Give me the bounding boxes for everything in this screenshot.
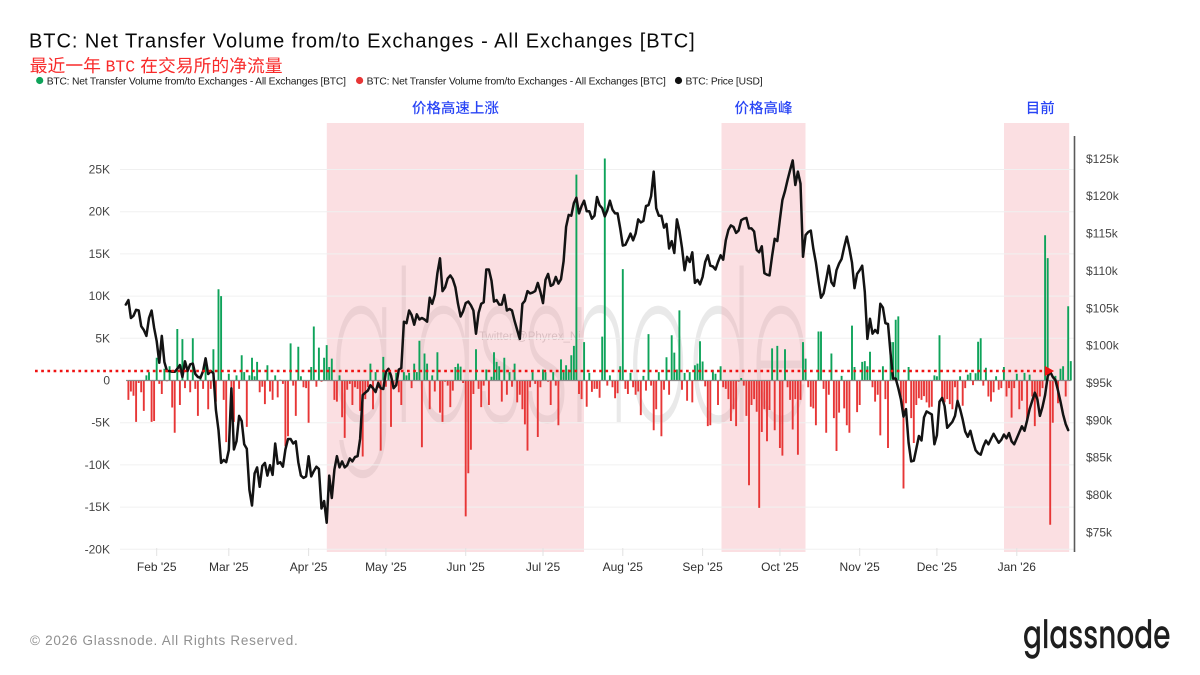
svg-text:$95k: $95k (1086, 376, 1113, 390)
svg-text:BTC: Net Transfer Volume from/: BTC: Net Transfer Volume from/to Exchang… (29, 31, 696, 53)
svg-text:May '25: May '25 (365, 560, 407, 574)
svg-text:Jun '25: Jun '25 (447, 560, 486, 574)
svg-text:-20K: -20K (85, 542, 110, 556)
svg-text:Mar '25: Mar '25 (209, 560, 249, 574)
svg-text:Dec '25: Dec '25 (917, 560, 958, 574)
svg-text:20K: 20K (89, 205, 110, 219)
svg-text:25K: 25K (89, 163, 110, 177)
svg-text:$125k: $125k (1086, 152, 1120, 166)
svg-text:-5K: -5K (91, 416, 110, 430)
svg-text:$110k: $110k (1086, 264, 1119, 278)
svg-text:$80k: $80k (1086, 488, 1113, 502)
svg-text:$100k: $100k (1086, 339, 1120, 353)
svg-text:$75k: $75k (1086, 525, 1113, 539)
svg-text:$120k: $120k (1086, 189, 1120, 203)
svg-text:-15K: -15K (85, 500, 110, 514)
svg-text:0: 0 (103, 374, 110, 388)
svg-text:BTC: Net Transfer Volume from/: BTC: Net Transfer Volume from/to Exchang… (367, 76, 666, 87)
svg-text:Twitter @Phyrex_Ni: Twitter @Phyrex_Ni (479, 331, 581, 343)
svg-text:Aug '25: Aug '25 (603, 560, 644, 574)
svg-text:Jul '25: Jul '25 (526, 560, 561, 574)
svg-text:BTC: BTC (106, 58, 136, 77)
svg-text:$105k: $105k (1086, 301, 1120, 315)
svg-text:$85k: $85k (1086, 451, 1113, 465)
svg-text:10K: 10K (89, 289, 110, 303)
svg-text:Jan '26: Jan '26 (998, 560, 1037, 574)
svg-text:Feb '25: Feb '25 (137, 560, 177, 574)
svg-text:Nov '25: Nov '25 (840, 560, 881, 574)
svg-text:-10K: -10K (85, 458, 110, 472)
svg-text:$115k: $115k (1086, 227, 1119, 241)
svg-text:BTC: Net Transfer Volume from/: BTC: Net Transfer Volume from/to Exchang… (47, 76, 346, 87)
svg-text:© 2026 Glassnode. All Rights R: © 2026 Glassnode. All Rights Reserved. (30, 633, 298, 648)
svg-text:$90k: $90k (1086, 413, 1113, 427)
svg-text:BTC: Price [USD]: BTC: Price [USD] (686, 76, 763, 87)
svg-text:Apr '25: Apr '25 (290, 560, 328, 574)
svg-text:Oct '25: Oct '25 (761, 560, 799, 574)
svg-text:Sep '25: Sep '25 (682, 560, 723, 574)
svg-text:15K: 15K (89, 247, 110, 261)
svg-text:5K: 5K (95, 331, 110, 345)
